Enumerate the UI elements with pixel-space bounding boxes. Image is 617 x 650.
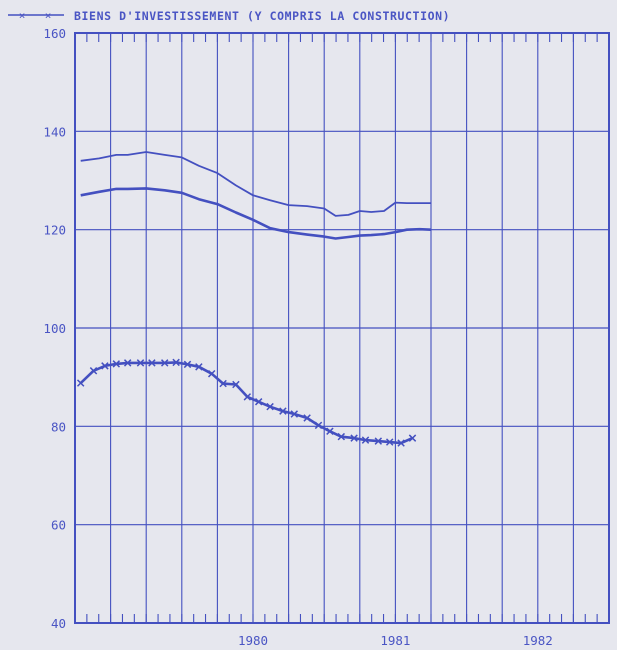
- legend: × × BIENS D'INVESTISSEMENT (Y COMPRIS LA…: [8, 9, 450, 23]
- data-point-marker: [374, 437, 383, 445]
- data-point-marker: [207, 369, 216, 378]
- tick-marks: [74, 33, 610, 623]
- y-tick-label: 120: [43, 223, 66, 238]
- data-point-marker: [172, 358, 180, 367]
- data-point-marker: [232, 380, 240, 389]
- x-year-label: 1980: [238, 633, 268, 648]
- y-tick-label: 60: [51, 518, 66, 533]
- y-tick-label: 40: [51, 616, 66, 631]
- data-point-marker: [290, 410, 299, 418]
- y-tick-label: 160: [43, 26, 66, 41]
- data-point-marker: [266, 402, 274, 411]
- series-line-3: [79, 361, 414, 445]
- x-year-label: 1981: [380, 633, 410, 648]
- data-point-marker: [219, 379, 227, 388]
- y-axis-labels: 40 60 80 100 120 140 160: [43, 26, 66, 631]
- data-point-marker: [112, 360, 121, 368]
- data-point-marker: [279, 407, 287, 415]
- data-point-marker: [195, 363, 203, 371]
- data-point-marker: [314, 421, 323, 430]
- data-point-marker: [148, 359, 156, 367]
- data-point-marker: [136, 359, 145, 367]
- data-point-marker: [361, 436, 370, 444]
- legend-marker-x: ×: [45, 9, 52, 22]
- data-point-marker: [254, 398, 263, 406]
- data-point-marker: [326, 427, 334, 435]
- data-point-marker: [101, 362, 109, 370]
- data-point-marker: [303, 414, 311, 422]
- data-point-marker: [89, 367, 98, 375]
- legend-label: BIENS D'INVESTISSEMENT (Y COMPRIS LA CON…: [74, 9, 450, 23]
- data-point-marker: [243, 393, 252, 401]
- data-point-marker: [337, 432, 346, 441]
- series-line-2: [80, 187, 432, 240]
- data-point-marker: [385, 438, 394, 446]
- series-group: [76, 151, 432, 447]
- data-point-marker: [76, 379, 85, 387]
- y-tick-label: 80: [51, 419, 66, 434]
- y-tick-label: 140: [43, 124, 66, 139]
- data-point-marker: [397, 439, 405, 447]
- data-point-marker: [160, 359, 169, 367]
- series-line-1: [80, 151, 431, 217]
- legend-marker-x: ×: [19, 9, 26, 22]
- y-tick-label: 100: [43, 321, 66, 336]
- data-point-marker: [123, 359, 132, 367]
- data-point-marker: [408, 434, 417, 442]
- data-point-marker: [350, 434, 358, 442]
- x-axis-labels: 1980 1981 1982: [238, 633, 553, 648]
- grid: [75, 33, 609, 623]
- x-year-label: 1982: [523, 633, 553, 648]
- data-point-marker: [183, 360, 192, 369]
